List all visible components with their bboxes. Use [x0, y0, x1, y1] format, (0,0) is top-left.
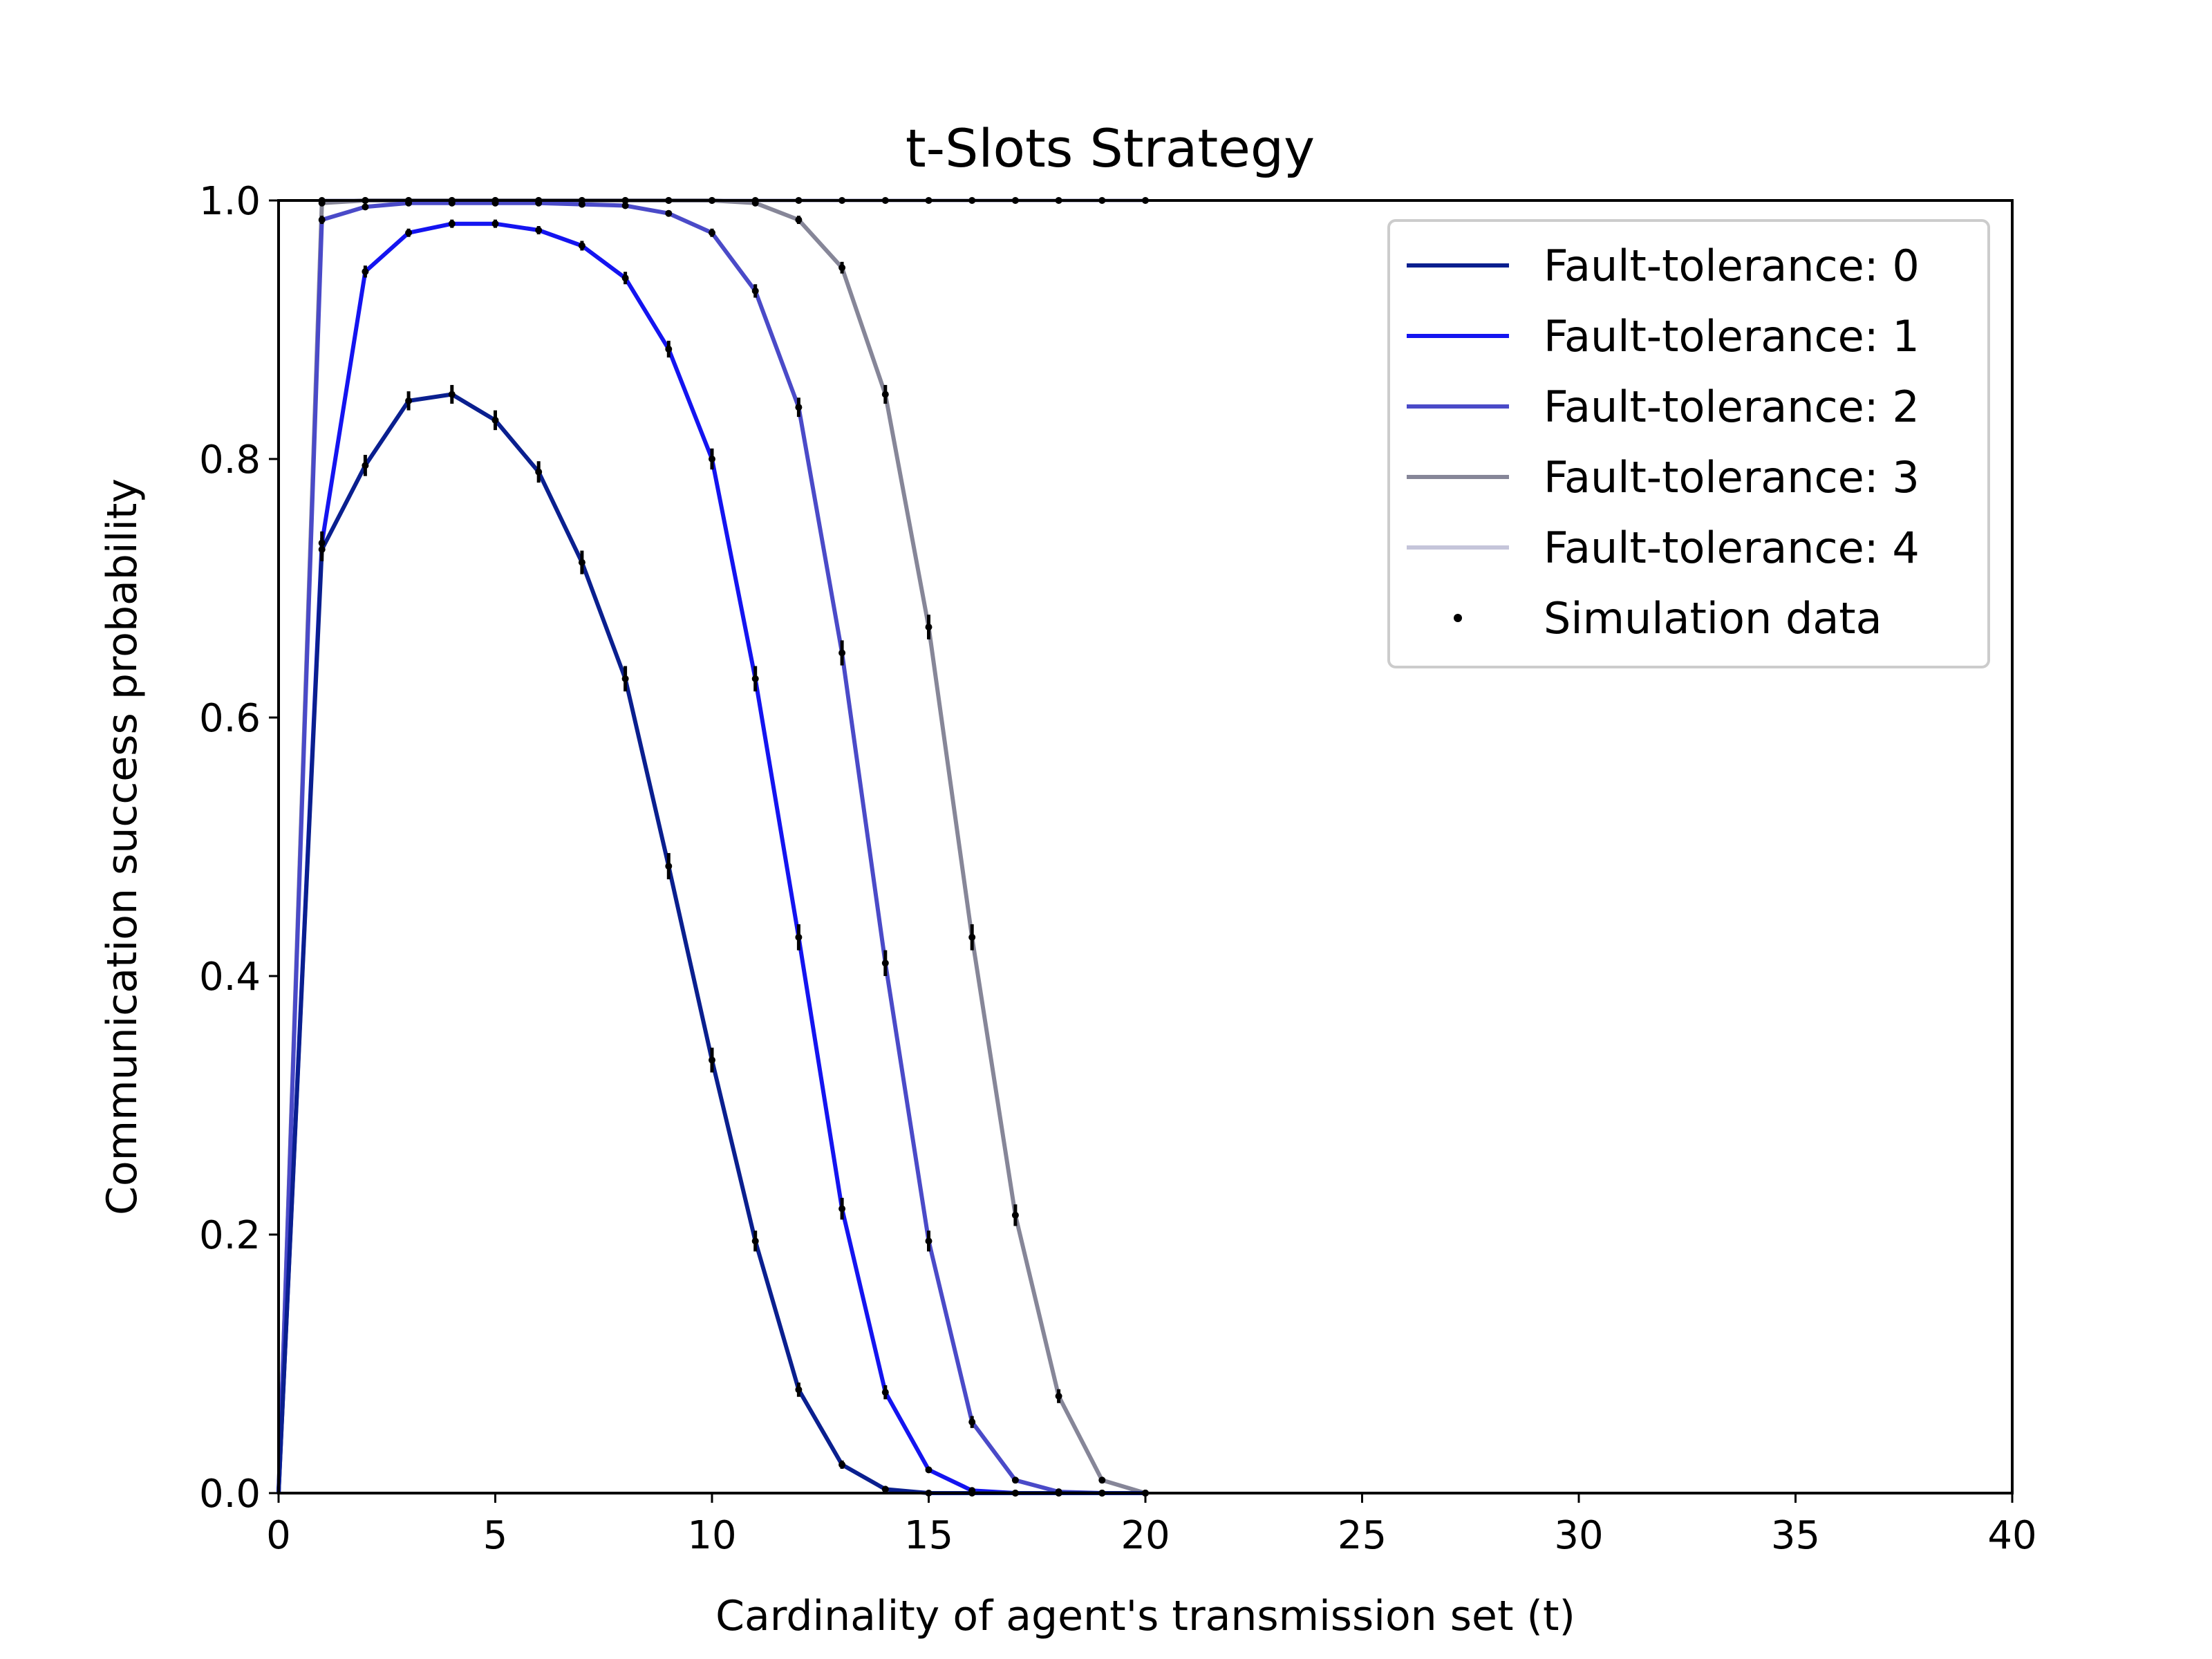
x-tick-label: 40 — [1987, 1513, 2036, 1558]
sim-point-s0-t10 — [709, 1056, 715, 1064]
sim-point-s1-t14 — [881, 1389, 889, 1396]
sim-point-s3-t17 — [1011, 1211, 1019, 1219]
sim-point-s1-t5 — [491, 220, 499, 227]
sim-point-s1-t7 — [578, 242, 585, 250]
y-tick-label: 1.0 — [199, 179, 261, 224]
sim-point-s1-t8 — [621, 274, 629, 282]
y-tick-label: 0.0 — [199, 1472, 261, 1517]
sim-point-s3-t16 — [968, 933, 976, 941]
sim-point-s0-t9 — [665, 863, 673, 870]
sim-point-s2-t17 — [1011, 1477, 1019, 1484]
x-tick-label: 15 — [904, 1513, 953, 1558]
sim-point-s0-t7 — [578, 559, 585, 566]
legend-label-3: Fault-tolerance: 3 — [1544, 452, 1920, 503]
sim-point-s2-t2 — [362, 203, 369, 211]
sim-point-s0-t6 — [535, 468, 543, 476]
sim-point-s0-t11 — [751, 1237, 759, 1245]
x-tick-label: 5 — [483, 1513, 508, 1558]
sim-point-s2-t9 — [665, 209, 673, 217]
y-tick-label: 0.2 — [199, 1213, 261, 1258]
legend-label-1: Fault-tolerance: 1 — [1544, 311, 1920, 362]
legend-box — [1387, 219, 1990, 668]
sim-point-s2-t10 — [709, 229, 715, 236]
legend-label-5: Simulation data — [1544, 593, 1882, 644]
sim-point-s1-t9 — [665, 346, 673, 353]
x-tick-label: 10 — [687, 1513, 736, 1558]
sim-point-s3-t19 — [1098, 1477, 1106, 1484]
sim-point-s2-t15 — [925, 1237, 932, 1245]
x-tick-label: 20 — [1121, 1513, 1170, 1558]
sim-point-s1-t2 — [362, 268, 369, 275]
sim-point-s1-t6 — [535, 227, 543, 234]
y-tick-label: 0.6 — [199, 696, 261, 741]
legend-swatch-5 — [1454, 614, 1462, 622]
sim-point-s3-t18 — [1055, 1392, 1062, 1400]
sim-point-s3-t13 — [838, 264, 846, 272]
sim-point-s2-t12 — [795, 404, 803, 411]
sim-point-s1-t15 — [925, 1466, 932, 1474]
sim-point-s1-t3 — [405, 229, 413, 236]
chart-title: t-Slots Strategy — [906, 118, 1315, 179]
x-tick-label: 35 — [1771, 1513, 1820, 1558]
sim-point-s1-t4 — [448, 220, 456, 227]
x-tick-label: 0 — [266, 1513, 291, 1558]
sim-point-s1-t12 — [795, 933, 803, 941]
x-axis-label: Cardinality of agent's transmission set … — [715, 1592, 1575, 1640]
y-tick-label: 0.8 — [199, 438, 261, 482]
legend-label-2: Fault-tolerance: 2 — [1544, 382, 1920, 432]
sim-point-s3-t12 — [795, 216, 803, 224]
sim-point-s0-t2 — [362, 462, 369, 469]
legend-label-4: Fault-tolerance: 4 — [1544, 523, 1920, 573]
x-tick-label: 30 — [1554, 1513, 1603, 1558]
x-axis: 0 5 10 15 20 25 30 35 40 — [266, 1493, 2037, 1558]
legend-label-0: Fault-tolerance: 0 — [1544, 241, 1920, 291]
sim-point-s2-t8 — [621, 202, 629, 209]
simulation-layer — [318, 197, 1149, 1497]
sim-point-s2-t1 — [318, 216, 326, 224]
sim-point-s0-t4 — [448, 391, 456, 398]
sim-point-s2-t13 — [838, 649, 846, 657]
sim-point-s2-t11 — [751, 287, 759, 294]
legend: Fault-tolerance: 0 Fault-tolerance: 1 Faul… — [1387, 219, 1990, 668]
sim-point-s0-t14 — [881, 1485, 889, 1493]
sim-point-s0-t8 — [621, 675, 629, 682]
x-tick-label: 25 — [1338, 1513, 1387, 1558]
sim-point-s3-t15 — [925, 624, 932, 631]
y-axis: 0.0 0.2 0.4 0.6 0.8 1.0 — [199, 179, 279, 1517]
sim-point-s1-t11 — [751, 675, 759, 682]
sim-point-s1-t10 — [709, 456, 715, 462]
sim-point-s0-t12 — [795, 1386, 803, 1394]
y-tick-label: 0.4 — [199, 955, 261, 1000]
sim-point-s2-t14 — [881, 959, 889, 967]
sim-point-s0-t5 — [491, 416, 499, 424]
sim-point-s0-t13 — [838, 1461, 846, 1468]
sim-point-s0-t3 — [405, 397, 413, 404]
sim-point-s1-t13 — [838, 1205, 846, 1212]
y-axis-label: Communication success probability — [98, 478, 147, 1215]
sim-point-s3-t14 — [881, 391, 889, 398]
sim-point-s1-t1 — [318, 539, 326, 547]
sim-point-s2-t16 — [968, 1418, 976, 1426]
